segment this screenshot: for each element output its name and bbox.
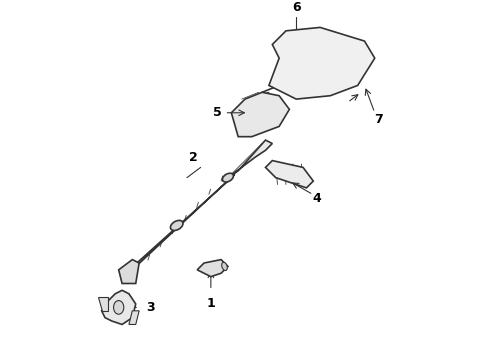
Polygon shape	[266, 161, 313, 188]
Ellipse shape	[114, 301, 124, 314]
Text: 6: 6	[292, 1, 300, 14]
Ellipse shape	[222, 173, 233, 182]
Polygon shape	[101, 290, 136, 324]
Text: 2: 2	[190, 151, 198, 164]
Text: 7: 7	[374, 113, 383, 126]
Text: 4: 4	[312, 192, 321, 204]
Polygon shape	[98, 297, 108, 311]
Ellipse shape	[221, 262, 227, 270]
Text: 1: 1	[206, 297, 215, 310]
Polygon shape	[269, 27, 375, 99]
Polygon shape	[197, 260, 228, 277]
Polygon shape	[231, 92, 290, 137]
Polygon shape	[228, 140, 272, 177]
Polygon shape	[129, 311, 139, 324]
Polygon shape	[125, 174, 235, 273]
Text: 5: 5	[213, 106, 222, 119]
Ellipse shape	[171, 220, 183, 230]
Text: 3: 3	[146, 301, 155, 314]
Polygon shape	[119, 260, 139, 283]
